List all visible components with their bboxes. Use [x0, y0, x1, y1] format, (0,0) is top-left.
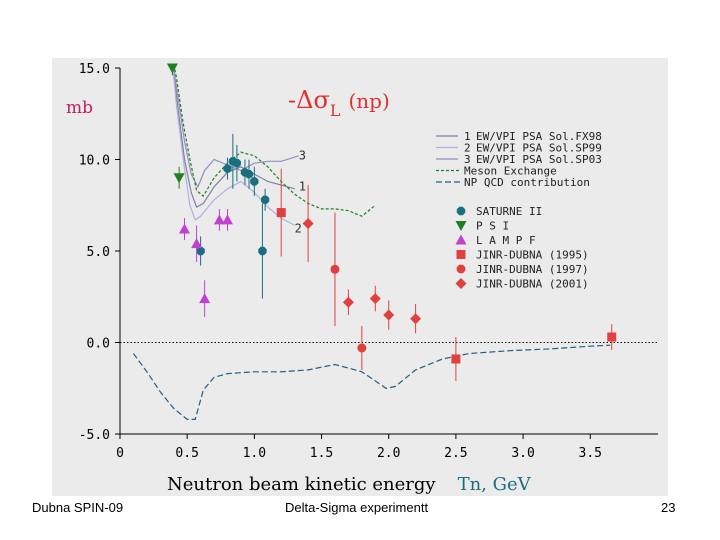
data-points	[166, 63, 617, 381]
data-point	[213, 214, 225, 225]
legend-label: EW/VPI PSA Sol.SP03	[476, 153, 602, 166]
data-point	[261, 195, 270, 204]
data-point	[250, 177, 259, 186]
data-point	[342, 296, 354, 308]
x-tick-label: 0	[116, 446, 124, 461]
data-point	[173, 173, 185, 184]
y-tick-label: -5.0	[79, 428, 110, 443]
data-point	[199, 293, 211, 304]
footer-left: Dubna SPIN-09	[32, 500, 124, 515]
legend-label: EW/VPI PSA Sol.SP99	[476, 142, 602, 155]
legend-series: SATURNE II P S IL A M P F JINR-DUBNA (1995…	[455, 205, 589, 291]
chart: 15.0 10.0 5.0 0.0 -5.0 0 0.5 1.0 1.5 2.0 2.5 3.0 3.…	[66, 62, 658, 495]
data-point	[451, 354, 461, 364]
curve-number-label: 1	[299, 180, 306, 194]
x-axis-label-main: Neutron beam kinetic energy	[167, 474, 436, 495]
x-tick-label: 2.5	[444, 446, 467, 461]
data-point	[330, 264, 340, 274]
data-point	[357, 343, 367, 353]
y-ticks: 15.0 10.0 5.0 0.0 -5.0	[79, 62, 120, 443]
data-point	[223, 164, 232, 173]
y-tick-label: 5.0	[87, 245, 110, 260]
curve-line	[173, 68, 299, 189]
legend-curves: 1 EW/VPI PSA Sol.FX98 2 EW/VPI PSA Sol.SP99…	[436, 130, 602, 189]
data-point	[166, 63, 178, 74]
page-number: 23	[661, 500, 676, 515]
legend-label: Meson Exchange	[464, 165, 557, 178]
data-point	[191, 238, 203, 249]
x-tick-label: 0.5	[175, 446, 198, 461]
title-sub: L	[330, 101, 341, 120]
legend-label: JINR-DUBNA (1997)	[476, 263, 589, 276]
data-point	[178, 223, 190, 234]
footer-center: Delta-Sigma experimentt	[285, 500, 429, 515]
legend-marker	[455, 221, 467, 231]
y-tick-label: 15.0	[79, 62, 110, 77]
legend-number: 1	[464, 130, 471, 143]
legend-marker	[456, 250, 466, 259]
curve-line	[172, 68, 295, 208]
legend-number: 3	[464, 153, 471, 166]
y-axis-label: mb	[66, 98, 93, 118]
legend-marker	[456, 264, 466, 274]
y-tick-label: 10.0	[79, 154, 110, 169]
curve-labels: 3 1 2	[295, 149, 306, 236]
curve-line	[174, 68, 376, 217]
curve-line	[132, 344, 611, 420]
legend-label: P S I	[476, 220, 509, 233]
curve-number-label: 3	[299, 149, 306, 163]
data-point	[302, 218, 314, 230]
data-point	[232, 159, 241, 168]
legend-label: EW/VPI PSA Sol.FX98	[476, 130, 602, 143]
plot-panel: 15.0 10.0 5.0 0.0 -5.0 0 0.5 1.0 1.5 2.0 2.5 3.0 3.…	[52, 58, 668, 496]
curve-line	[172, 68, 295, 226]
curve-number-label: 2	[295, 222, 302, 236]
title-suffix: (np)	[348, 89, 389, 113]
x-axis-label: Neutron beam kinetic energy Tn, GeV	[167, 474, 532, 495]
chart-title: -ΔσL (np)	[288, 86, 390, 120]
legend-number: 2	[464, 142, 471, 155]
x-axis-label-unit: Tn, GeV	[458, 474, 532, 495]
data-point	[244, 170, 254, 179]
legend-label: JINR-DUBNA (1995)	[476, 249, 589, 262]
data-point	[383, 309, 395, 321]
title-main: -Δσ	[288, 86, 330, 114]
legend-label: L A M P F	[476, 234, 536, 247]
x-tick-label: 3.5	[579, 446, 602, 461]
data-point	[607, 332, 617, 342]
legend-marker	[455, 278, 467, 289]
legend-marker	[455, 234, 467, 245]
x-tick-label: 1.5	[310, 446, 333, 461]
data-point	[196, 246, 205, 256]
y-tick-label: 0.0	[87, 337, 110, 352]
legend-label: SATURNE II	[476, 205, 542, 218]
x-tick-label: 3.0	[511, 446, 534, 461]
x-tick-label: 1.0	[243, 446, 266, 461]
data-point	[276, 208, 286, 218]
data-point	[410, 313, 422, 325]
data-point	[369, 293, 381, 305]
legend-label: JINR-DUBNA (2001)	[476, 278, 589, 291]
x-tick-label: 2.0	[377, 446, 400, 461]
curves	[132, 68, 611, 420]
data-point	[258, 246, 267, 256]
legend-label: NP QCD contribution	[464, 176, 590, 189]
legend-marker	[456, 206, 466, 216]
x-ticks: 0 0.5 1.0 1.5 2.0 2.5 3.0 3.5	[116, 434, 602, 461]
data-point	[221, 214, 233, 225]
